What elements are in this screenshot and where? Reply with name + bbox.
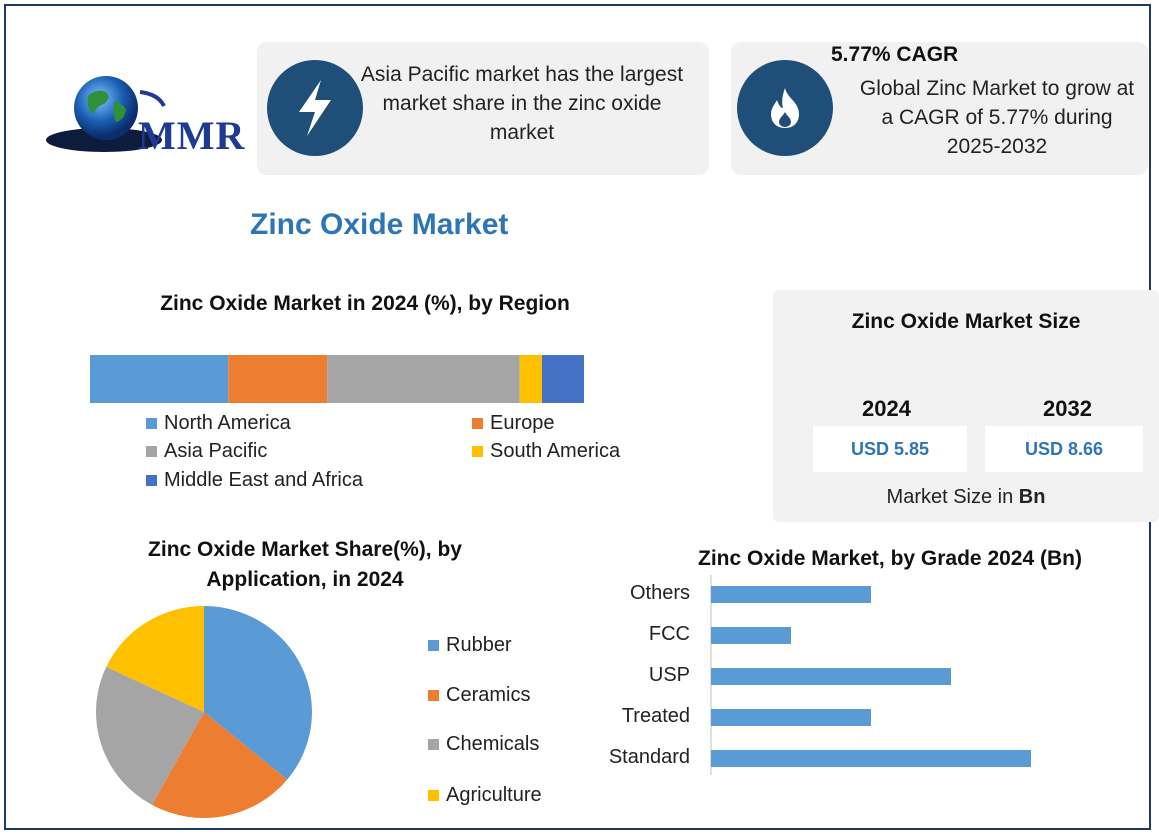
- logo-text: MMR: [138, 113, 246, 158]
- application-pie-chart: [96, 606, 312, 818]
- region-note-text: Asia Pacific market has the largest mark…: [360, 63, 684, 144]
- region-legend-middle-east-and-africa: Middle East and Africa: [146, 469, 363, 492]
- region-note-card: Asia Pacific market has the largest mark…: [257, 42, 709, 175]
- grade-tick-treated: Treated: [621, 705, 690, 727]
- mmr-logo: MMR: [44, 72, 256, 162]
- grade-bar-usp: [711, 668, 951, 685]
- grade-chart-title: Zinc Oxide Market, by Grade 2024 (Bn): [698, 547, 1082, 570]
- legend-label: Agriculture: [446, 784, 542, 806]
- pie-slice-rubber: [204, 606, 312, 780]
- application-chart-title: Zinc Oxide Market Share(%), by Applicati…: [100, 535, 510, 595]
- region-segment-south-america: [519, 355, 543, 403]
- region-segment-europe: [228, 355, 328, 403]
- legend-swatch: [428, 690, 439, 701]
- legend-swatch: [146, 475, 157, 486]
- page-title: Zinc Oxide Market: [250, 208, 509, 241]
- legend-label: South America: [490, 440, 621, 462]
- region-chart-title: Zinc Oxide Market in 2024 (%), by Region: [160, 292, 570, 315]
- pie-slice-agriculture: [106, 606, 204, 712]
- grade-tick-usp: USP: [648, 664, 690, 686]
- grade-tick-standard: Standard: [608, 746, 690, 768]
- legend-label: Asia Pacific: [164, 440, 268, 462]
- application-legend-agriculture: Agriculture: [428, 784, 542, 807]
- legend-swatch: [428, 640, 439, 651]
- cagr-note-text: Global Zinc Market to grow at a CAGR of …: [859, 77, 1135, 158]
- lightning-bolt-icon: [267, 60, 363, 156]
- globe-icon: [46, 76, 166, 152]
- application-title-line1: Zinc Oxide Market Share(%), by: [148, 538, 462, 561]
- footer-prefix: Market Size in: [886, 486, 1019, 508]
- region-segment-asia-pacific: [327, 355, 520, 403]
- value-2024-box: USD 5.85: [813, 426, 967, 472]
- legend-swatch: [472, 446, 483, 457]
- footer-unit: Bn: [1018, 486, 1046, 508]
- application-legend-ceramics: Ceramics: [428, 684, 530, 707]
- region-legend-europe: Europe: [472, 412, 555, 435]
- grade-bar-others: [711, 586, 871, 603]
- region-legend-south-america: South America: [472, 440, 620, 463]
- region-segment-middle-east-and-africa: [542, 355, 584, 403]
- legend-label: Ceramics: [446, 684, 531, 706]
- market-size-panel: Zinc Oxide Market Size 2024 2032 USD 5.8…: [773, 290, 1159, 522]
- region-legend-north-america: North America: [146, 412, 291, 435]
- grade-tick-fcc: FCC: [648, 623, 690, 645]
- market-size-title: Zinc Oxide Market Size: [851, 310, 1081, 333]
- grade-bar-chart: [710, 575, 1031, 775]
- legend-label: Rubber: [446, 634, 512, 656]
- application-title-line2: Application, in 2024: [206, 568, 404, 591]
- region-legend-asia-pacific: Asia Pacific: [146, 440, 267, 463]
- grade-tick-others: Others: [629, 582, 690, 604]
- application-legend-rubber: Rubber: [428, 634, 512, 657]
- legend-label: Chemicals: [446, 733, 540, 755]
- legend-label: Europe: [490, 412, 555, 434]
- legend-swatch: [428, 790, 439, 801]
- region-segment-north-america: [90, 355, 229, 403]
- cagr-heading: 5.77% CAGR: [831, 43, 959, 66]
- grade-bar-standard: [711, 750, 1031, 767]
- legend-swatch: [146, 446, 157, 457]
- market-size-footer: Market Size in Bn: [773, 486, 1159, 509]
- pie-slice-ceramics: [151, 712, 288, 818]
- legend-label: North America: [164, 412, 291, 434]
- legend-swatch: [472, 418, 483, 429]
- year-2032-label: 2032: [1043, 396, 1092, 421]
- application-legend-chemicals: Chemicals: [428, 733, 539, 756]
- value-2032-box: USD 8.66: [985, 426, 1143, 472]
- legend-label: Middle East and Africa: [164, 469, 363, 491]
- grade-bar-fcc: [711, 627, 791, 644]
- cagr-card: [731, 42, 1148, 175]
- pie-slice-chemicals: [96, 666, 204, 805]
- year-2024-label: 2024: [862, 396, 911, 421]
- flame-icon: [737, 60, 833, 156]
- grade-bar-treated: [711, 709, 871, 726]
- legend-swatch: [146, 418, 157, 429]
- region-stacked-bar-chart: [90, 355, 584, 403]
- legend-swatch: [428, 739, 439, 750]
